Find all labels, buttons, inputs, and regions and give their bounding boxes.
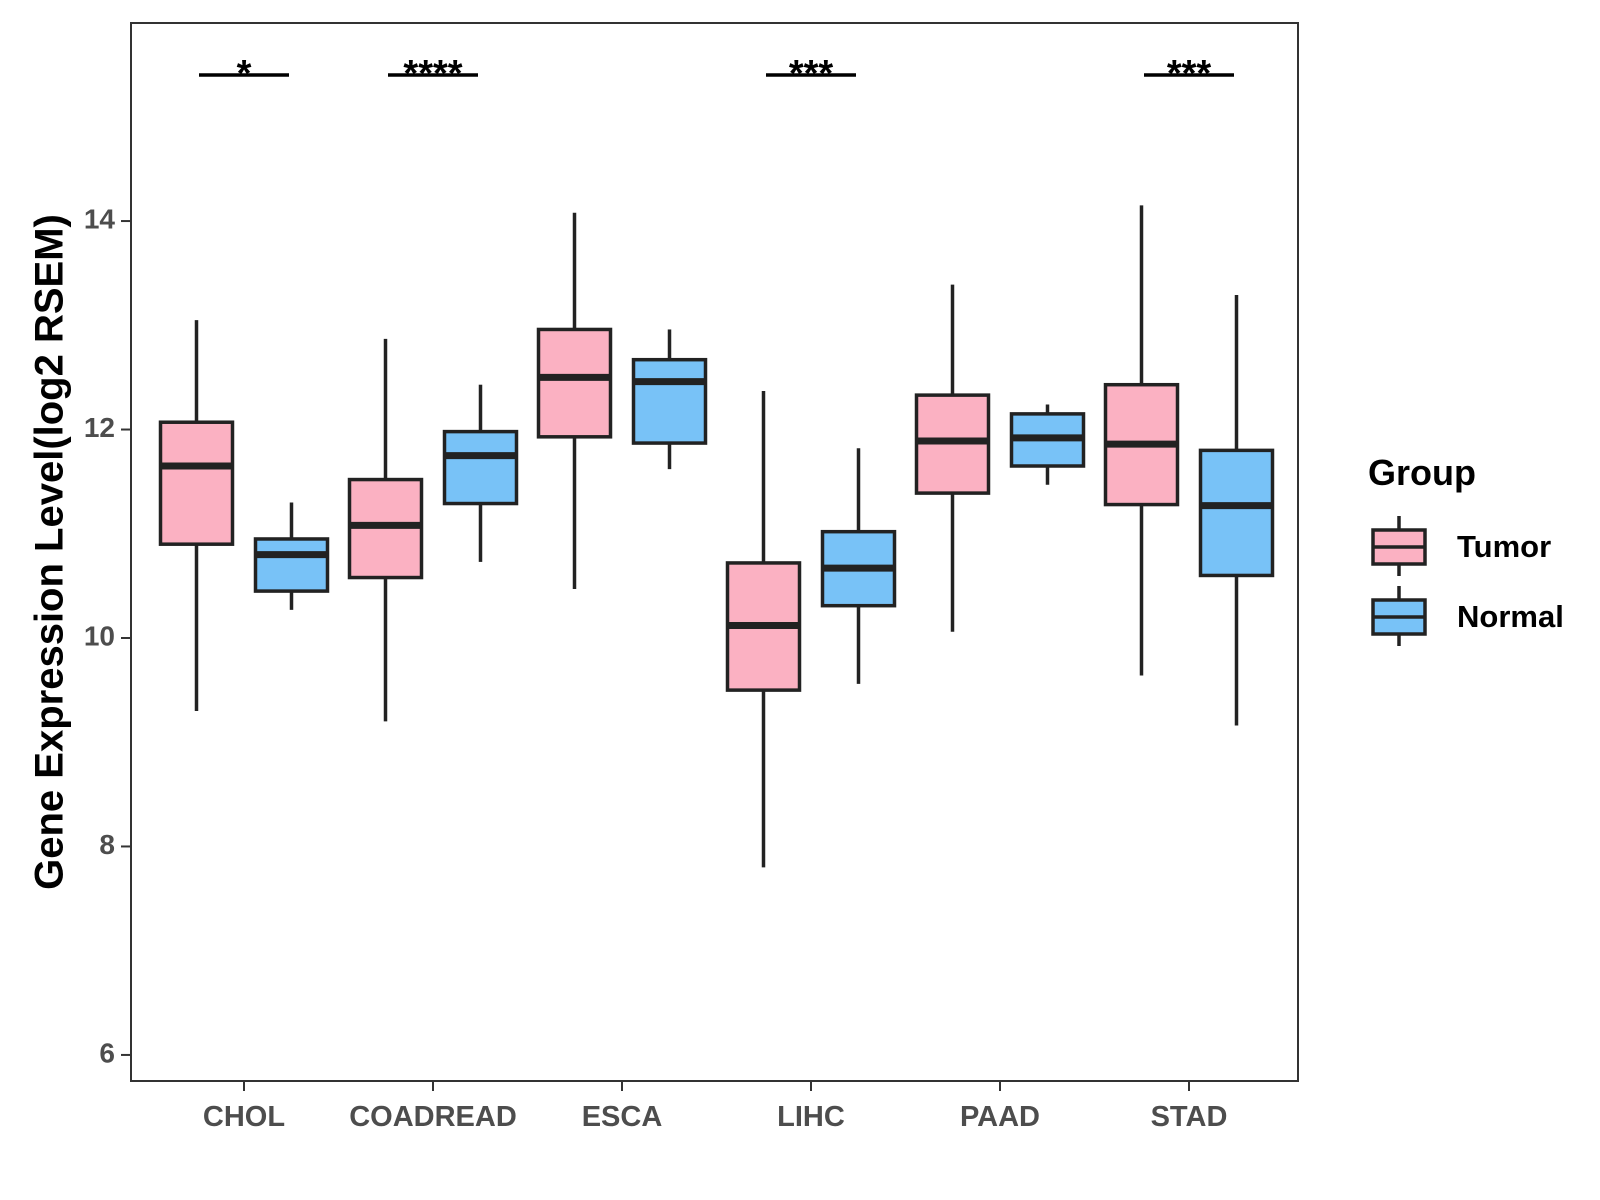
significance-label: * bbox=[237, 53, 252, 95]
x-axis: CHOL COADREAD ESCA LIHC PAAD STAD bbox=[203, 1081, 1227, 1133]
legend-label: Tumor bbox=[1457, 529, 1551, 564]
legend-title: Group bbox=[1368, 452, 1476, 493]
box-normal-stad bbox=[1198, 295, 1275, 726]
box-tumor-stad bbox=[1103, 205, 1180, 676]
box-tumor-esca bbox=[536, 212, 613, 590]
significance-label: *** bbox=[1167, 53, 1212, 95]
significance-annotations: * **** *** *** bbox=[199, 53, 1234, 95]
x-tick-label: ESCA bbox=[582, 1101, 663, 1133]
box-tumor-chol bbox=[158, 320, 235, 711]
x-tick-label: STAD bbox=[1151, 1101, 1228, 1133]
tumor-box bbox=[536, 327, 613, 439]
y-tick-label: 12 bbox=[84, 412, 115, 443]
box-normal-coadread bbox=[442, 384, 519, 562]
tumor-box bbox=[158, 420, 235, 546]
x-tick-label: PAAD bbox=[960, 1101, 1040, 1133]
box-normal-lihc bbox=[820, 448, 897, 684]
y-tick-label: 10 bbox=[84, 620, 115, 651]
y-tick-label: 8 bbox=[99, 829, 115, 860]
normal-box bbox=[631, 357, 708, 445]
x-tick-label: LIHC bbox=[777, 1101, 845, 1133]
legend-label: Normal bbox=[1457, 599, 1564, 634]
box-normal-paad bbox=[1009, 404, 1086, 485]
normal-box bbox=[442, 429, 519, 506]
y-tick-label: 6 bbox=[99, 1037, 115, 1068]
legend: Group Tumor Normal bbox=[1368, 452, 1564, 646]
y-axis-title: Gene Expression Level(log2 RSEM) bbox=[28, 214, 72, 890]
significance-label: **** bbox=[403, 53, 462, 95]
box-normal-esca bbox=[631, 329, 708, 470]
box-tumor-paad bbox=[914, 284, 991, 632]
legend-item-tumor: Tumor bbox=[1371, 516, 1551, 576]
y-tick-label: 14 bbox=[84, 203, 116, 234]
box-tumor-coadread bbox=[347, 338, 424, 722]
normal-box bbox=[253, 537, 330, 593]
x-tick-label: COADREAD bbox=[349, 1101, 517, 1133]
significance-label: *** bbox=[789, 53, 834, 95]
box-normal-chol bbox=[253, 502, 330, 610]
y-axis: 6 8 10 12 14 bbox=[84, 203, 131, 1068]
normal-box bbox=[1198, 448, 1275, 578]
legend-item-normal: Normal bbox=[1371, 586, 1564, 646]
x-tick-label: CHOL bbox=[203, 1101, 285, 1133]
panel-border bbox=[130, 22, 1299, 1082]
box-tumor-lihc bbox=[725, 390, 802, 868]
plot-area bbox=[158, 205, 1275, 868]
